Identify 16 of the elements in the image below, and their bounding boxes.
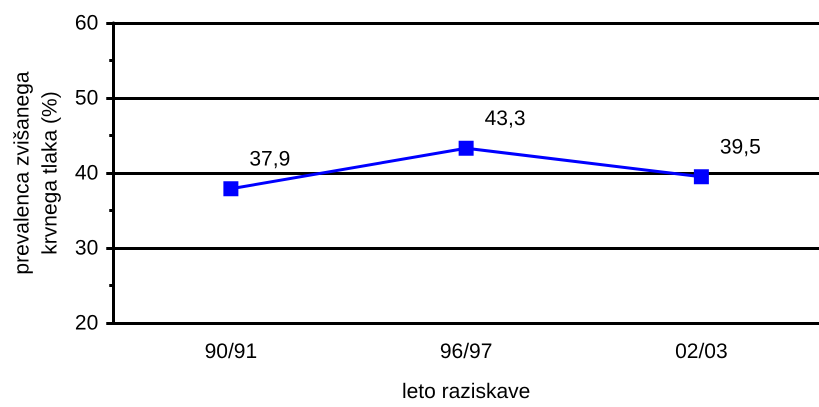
y-tick-label: 30 xyxy=(74,236,98,260)
x-axis-title: leto raziskave xyxy=(402,380,530,403)
y-tick-label: 60 xyxy=(74,12,98,34)
point xyxy=(223,181,238,196)
data-label: 43,3 xyxy=(484,106,526,130)
x-tick-label: 90/91 xyxy=(204,340,258,363)
y-tick-label: 40 xyxy=(74,162,98,184)
data-label: 39,5 xyxy=(720,135,761,158)
y-tick-label: 20 xyxy=(74,312,98,334)
point xyxy=(694,169,709,184)
data-label: 37,9 xyxy=(249,147,290,170)
x-tick-label: 02/03 xyxy=(675,340,728,363)
y-axis-title: prevalenca zvišanega krvnega tlaka (%) xyxy=(10,71,62,275)
point xyxy=(458,140,474,156)
x-tick-label: 96/97 xyxy=(440,340,492,363)
y-tick-label: 50 xyxy=(74,86,98,110)
